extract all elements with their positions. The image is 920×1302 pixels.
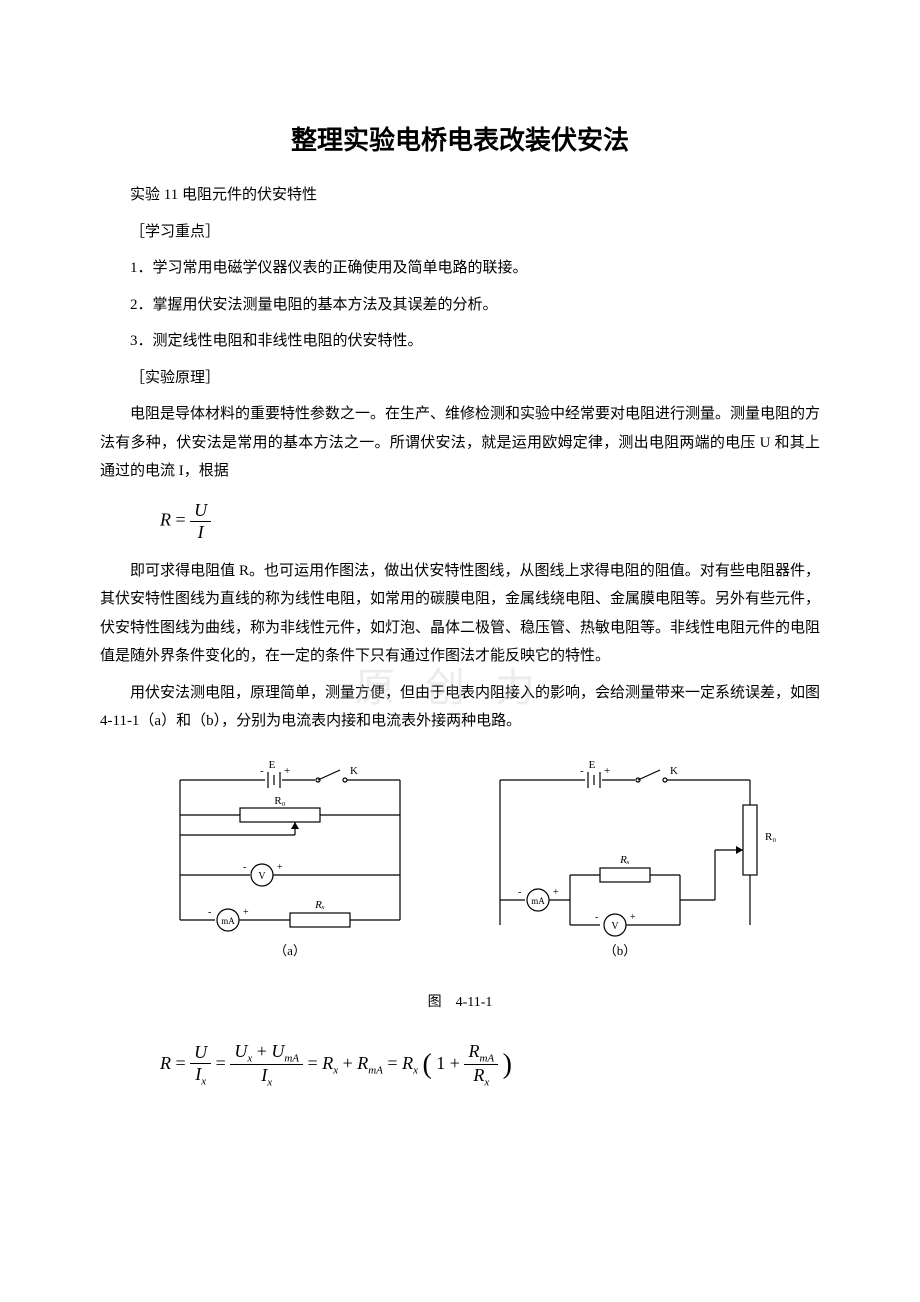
svg-text:-: - — [208, 907, 211, 918]
svg-text:mA: mA — [221, 916, 235, 926]
svg-text:Rₓ: Rₓ — [314, 899, 325, 911]
svg-text:-: - — [260, 765, 264, 777]
paragraph-item-3: 3．测定线性电阻和非线性电阻的伏安特性。 — [100, 327, 820, 356]
paragraph-subtitle: 实验 11 电阻元件的伏安特性 — [100, 181, 820, 210]
svg-text:R₀: R₀ — [274, 795, 285, 807]
svg-text:K: K — [670, 765, 678, 777]
figure-4-11-1: - + E K R₀ — [100, 760, 820, 1011]
paragraph-item-2: 2．掌握用伏安法测量电阻的基本方法及其误差的分析。 — [100, 291, 820, 320]
svg-text:-: - — [595, 912, 598, 923]
svg-text:E: E — [269, 760, 276, 771]
svg-text:+: + — [277, 862, 283, 873]
svg-text:（a）: （a） — [274, 943, 306, 958]
circuit-diagram-svg: - + E K R₀ — [140, 760, 780, 980]
figure-caption: 图 4-11-1 — [100, 991, 820, 1011]
formula-den: I — [190, 522, 211, 543]
svg-text:+: + — [284, 765, 290, 777]
svg-text:K: K — [350, 765, 358, 777]
formula-1: R = U I — [160, 500, 820, 543]
svg-text:-: - — [518, 887, 521, 898]
svg-text:E: E — [589, 760, 596, 771]
svg-text:（b）: （b） — [604, 943, 637, 958]
svg-text:V: V — [611, 921, 619, 932]
svg-text:R₀: R₀ — [765, 831, 776, 843]
svg-text:+: + — [243, 907, 249, 918]
paragraph-section-2: ［实验原理］ — [100, 364, 820, 393]
paragraph-item-1: 1．学习常用电磁学仪器仪表的正确使用及简单电路的联接。 — [100, 254, 820, 283]
svg-text:+: + — [553, 887, 559, 898]
paragraph-body-1: 电阻是导体材料的重要特性参数之一。在生产、维修检测和实验中经常要对电阻进行测量。… — [100, 400, 820, 486]
svg-text:+: + — [604, 765, 610, 777]
svg-text:-: - — [580, 765, 584, 777]
paragraph-section-1: ［学习重点］ — [100, 218, 820, 247]
formula-lhs: R — [160, 509, 171, 529]
formula-num: U — [190, 500, 211, 522]
paragraph-body-2: 即可求得电阻值 R。也可运用作图法，做出伏安特性图线，从图线上求得电阻的阻值。对… — [100, 557, 820, 671]
svg-text:V: V — [258, 871, 266, 882]
svg-text:Rₓ: Rₓ — [619, 854, 630, 866]
page-title: 整理实验电桥电表改装伏安法 — [100, 120, 820, 157]
svg-text:+: + — [630, 912, 636, 923]
svg-text:mA: mA — [531, 896, 545, 906]
svg-text:-: - — [243, 862, 246, 873]
paragraph-body-3: 用伏安法测电阻，原理简单，测量方便，但由于电表内阻接入的影响，会给测量带来一定系… — [100, 679, 820, 736]
formula-2: R = U Ix = Ux + UmA Ix = Rx + RmA = Rx (… — [160, 1041, 820, 1089]
